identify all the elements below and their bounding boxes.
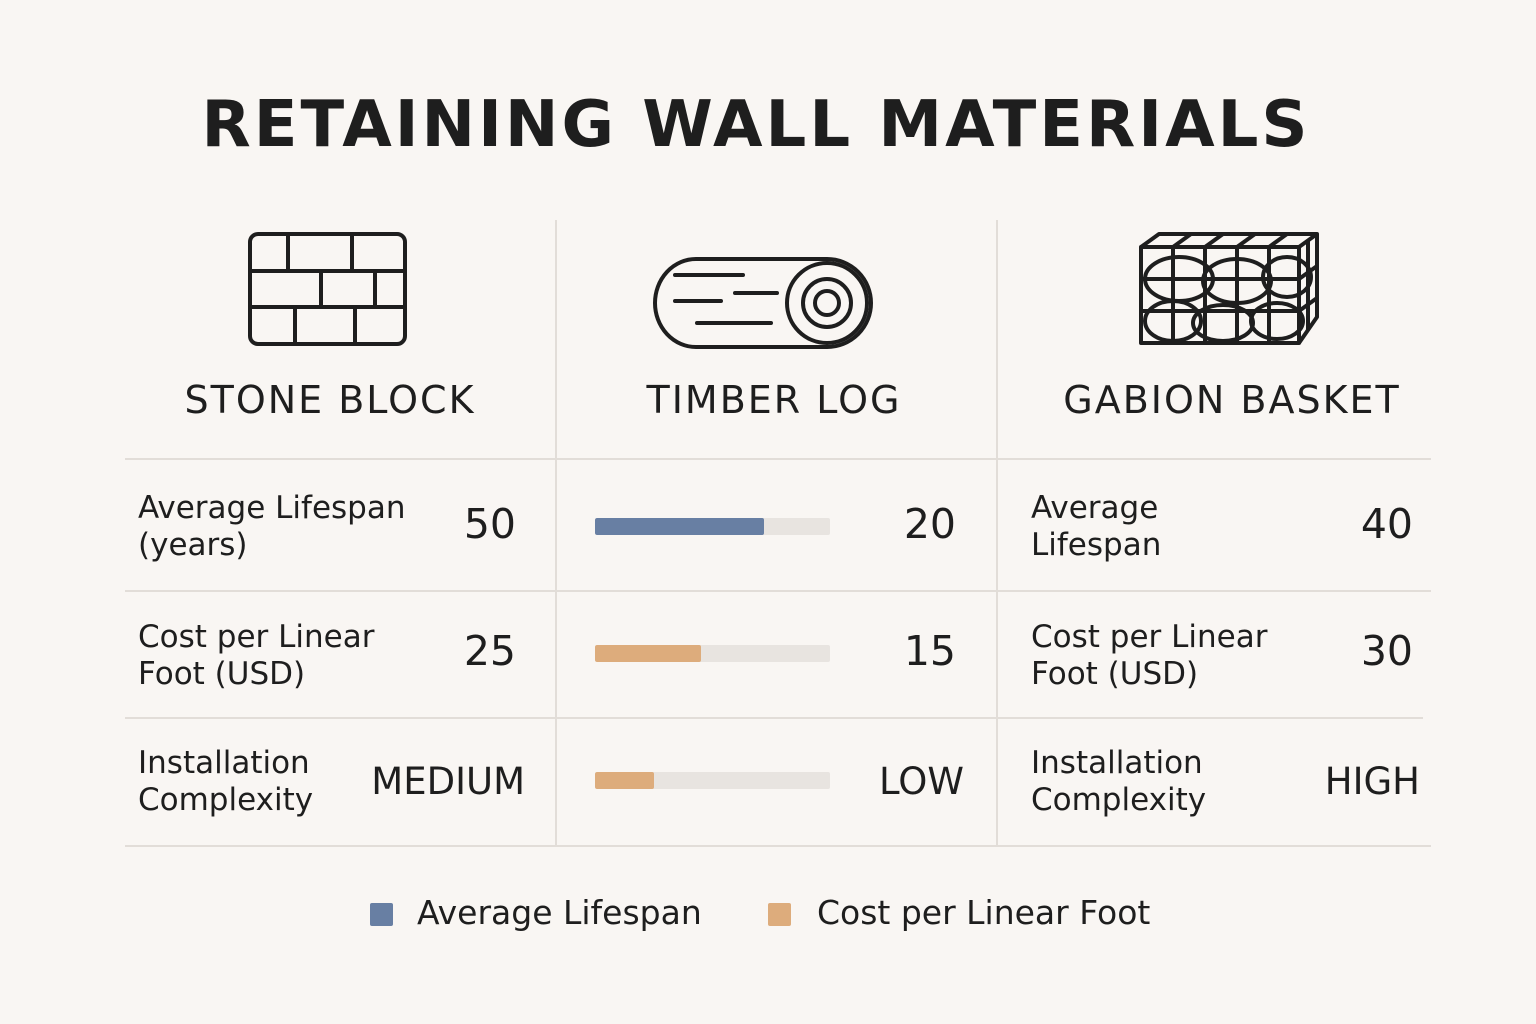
material-name-gabion-basket: GABION BASKET: [1063, 378, 1401, 422]
material-name-timber-log: TIMBER LOG: [646, 378, 902, 422]
metric-label-stone-lifespan: Average Lifespan (years): [138, 490, 406, 563]
metric-value-stone-complexity: MEDIUM: [371, 760, 525, 803]
material-name-stone-block: STONE BLOCK: [184, 378, 476, 422]
metric-value-timber-complexity: LOW: [878, 760, 964, 803]
metric-label-gabion-lifespan: Average Lifespan: [1031, 490, 1162, 563]
bar-timber-cost: [595, 645, 701, 662]
metric-value-gabion-complexity: HIGH: [1324, 760, 1420, 803]
metric-value-timber-cost: 15: [903, 627, 956, 675]
gabion-icon: [1137, 231, 1323, 349]
metric-label-gabion-cost: Cost per Linear Foot (USD): [1031, 619, 1268, 692]
column-divider: [996, 220, 998, 846]
bar-timber-complexity: [595, 772, 654, 789]
bar-track-lifespan: [595, 518, 830, 535]
metric-value-stone-lifespan: 50: [463, 500, 516, 548]
row-divider: [125, 845, 1431, 847]
metric-label-stone-complexity: Installation Complexity: [138, 745, 314, 818]
column-divider: [555, 220, 557, 846]
brick-wall-icon: [247, 231, 409, 349]
legend-label-lifespan: Average Lifespan: [417, 893, 702, 932]
metric-value-gabion-cost: 30: [1360, 627, 1413, 675]
bar-track-complexity: [595, 772, 830, 789]
row-divider: [125, 590, 1431, 592]
legend-swatch-cost: [768, 903, 791, 926]
legend-swatch-lifespan: [370, 903, 393, 926]
row-divider: [125, 458, 1431, 460]
log-icon: [651, 255, 873, 351]
bar-timber-lifespan: [595, 518, 765, 535]
metric-label-gabion-complexity: Installation Complexity: [1031, 745, 1207, 818]
metric-value-stone-cost: 25: [463, 627, 516, 675]
page-title: RETAINING WALL MATERIALS: [201, 88, 1311, 162]
metric-label-stone-cost: Cost per Linear Foot (USD): [138, 619, 375, 692]
row-divider: [125, 717, 1423, 719]
metric-value-gabion-lifespan: 40: [1360, 500, 1413, 548]
metric-value-timber-lifespan: 20: [903, 500, 956, 548]
legend-label-cost: Cost per Linear Foot: [817, 893, 1151, 932]
bar-track-cost: [595, 645, 830, 662]
